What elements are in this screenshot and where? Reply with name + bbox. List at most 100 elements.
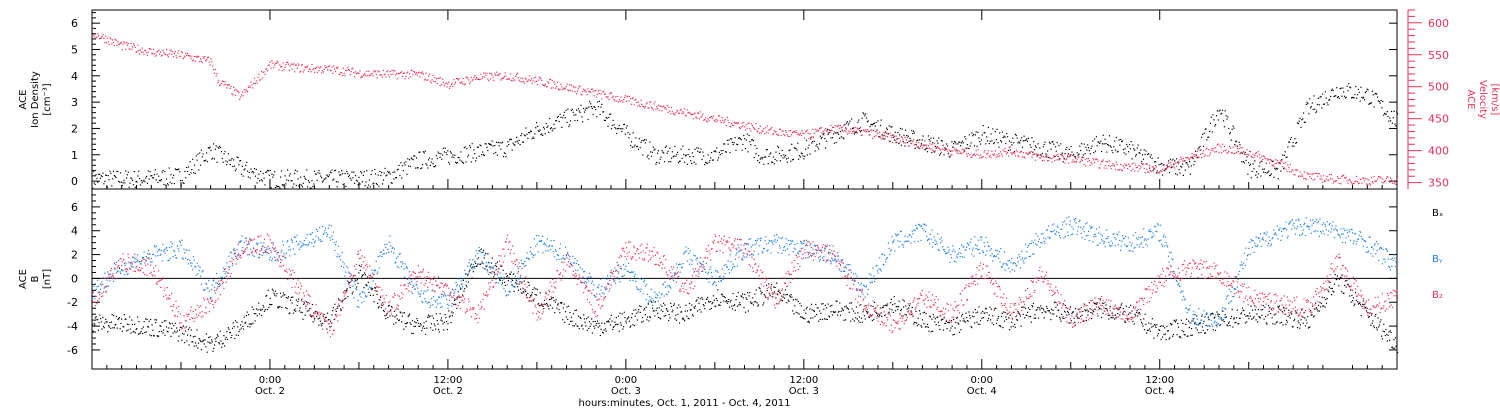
bx-series-point: [281, 306, 283, 308]
bx-series-point: [433, 323, 435, 325]
bx-series-point: [539, 292, 541, 294]
velocity-series-point: [1380, 177, 1382, 179]
bx-series-point: [1144, 313, 1146, 315]
ion-density-series-point: [913, 132, 915, 134]
bx-series-point: [1012, 325, 1014, 327]
bx-series-point: [768, 283, 770, 285]
velocity-series-point: [224, 81, 226, 83]
bx-series-point: [1346, 283, 1349, 285]
ion-density-series-point: [101, 176, 103, 178]
ion-density-series-point: [985, 143, 987, 145]
velocity-series-point: [876, 131, 878, 133]
velocity-series-point: [1205, 148, 1207, 150]
bx-series-point: [136, 328, 138, 330]
velocity-series-point: [1365, 183, 1367, 185]
ion-density-series-point: [1390, 110, 1393, 113]
ion-density-series-point: [984, 132, 986, 134]
bx-series-point: [530, 294, 532, 297]
bx-series-point: [1034, 314, 1036, 316]
bx-series-point: [1040, 305, 1042, 307]
velocity-series-point: [1276, 162, 1278, 164]
velocity-series-point: [388, 74, 390, 76]
bx-series-point: [908, 305, 910, 307]
bx-series-point: [409, 313, 411, 315]
velocity-series-point: [1047, 160, 1049, 162]
bx-series-point: [934, 318, 937, 320]
velocity-series-point: [708, 120, 710, 122]
velocity-series-point: [645, 103, 647, 105]
bx-series-point: [949, 330, 951, 332]
bx-series-point: [1162, 325, 1164, 327]
ion-density-series-point: [919, 139, 921, 141]
bx-series-point: [1013, 311, 1015, 313]
ion-density-series-point: [1156, 170, 1158, 172]
ion-density-series-point: [595, 108, 597, 111]
ion-density-series-point: [610, 113, 612, 115]
ion-density-series-point: [256, 182, 258, 184]
bx-series-point: [1165, 339, 1167, 341]
bx-series-point: [1201, 315, 1203, 317]
ion-density-series-point: [246, 161, 248, 163]
bx-series-point: [345, 289, 348, 291]
velocity-series-point: [386, 71, 388, 73]
bx-series-point: [739, 302, 741, 304]
ion-density-series-point: [656, 161, 658, 164]
ion-density-series-point: [867, 120, 869, 122]
bx-series-point: [1032, 306, 1034, 308]
bx-series-point: [1185, 318, 1188, 320]
velocity-series-point: [1325, 178, 1327, 180]
velocity-series-point: [422, 73, 424, 75]
bx-series-point: [182, 325, 184, 327]
ion-density-series-point: [223, 153, 225, 155]
velocity-series-point: [442, 78, 444, 80]
bx-series-point: [329, 320, 332, 322]
bx-series-point: [1285, 323, 1287, 325]
ion-density-series-point: [366, 170, 368, 172]
ion-density-series-point: [504, 152, 506, 155]
ion-density-series-point: [669, 147, 671, 149]
ion-density-series-point: [1354, 93, 1356, 96]
bx-series-point: [147, 326, 150, 328]
velocity-series-point: [1214, 151, 1216, 153]
bx-series-point: [622, 328, 624, 330]
bx-series-point: [831, 314, 834, 316]
velocity-series-point: [768, 129, 770, 131]
bx-series-point: [1119, 306, 1122, 308]
bx-series-point: [1294, 310, 1296, 312]
velocity-series-point: [878, 136, 880, 138]
velocity-series-point: [408, 77, 410, 79]
velocity-series-point: [874, 130, 876, 132]
bx-series-point: [327, 312, 329, 314]
bx-series-point: [1003, 320, 1005, 322]
ion-density-series-point: [940, 139, 942, 142]
ion-density-series-point: [456, 162, 458, 164]
velocity-series-point: [1309, 175, 1311, 178]
velocity-series-point: [280, 65, 283, 68]
ion-density-series-point: [790, 160, 792, 162]
bx-series-point: [458, 295, 460, 297]
bx-series-point: [247, 325, 249, 328]
velocity-series-point: [751, 123, 753, 125]
bx-series-point: [1109, 305, 1111, 308]
bx-series-point: [993, 324, 995, 326]
velocity-series-point: [132, 43, 135, 45]
bx-series-point: [829, 305, 831, 307]
ion-density-series-point: [1067, 156, 1069, 158]
ion-density-series-point: [1086, 149, 1088, 151]
ion-density-series-point: [278, 186, 280, 188]
bx-series-point: [631, 313, 633, 315]
velocity-series-point: [628, 100, 630, 102]
bx-series-point: [100, 318, 102, 320]
bx-series-point: [1091, 312, 1093, 314]
velocity-series-point: [648, 107, 650, 109]
ion-density-series-point: [363, 171, 365, 173]
bx-series-point: [1381, 335, 1383, 337]
bx-series-point: [1256, 313, 1258, 315]
velocity-series-point: [216, 73, 218, 75]
velocity-series-point: [836, 125, 838, 127]
ion-density-series-point: [1076, 152, 1078, 154]
velocity-series-point: [1140, 166, 1142, 168]
bx-series-point: [192, 341, 194, 343]
velocity-series-point: [704, 119, 706, 121]
bx-series-point: [470, 263, 472, 265]
